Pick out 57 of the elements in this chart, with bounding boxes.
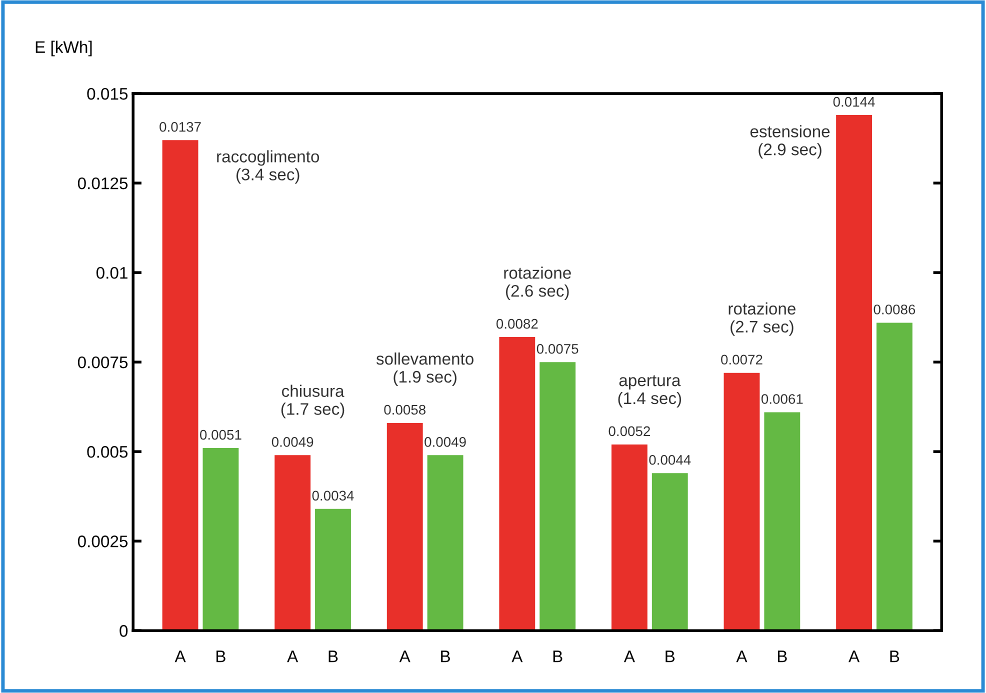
text: A: [287, 650, 298, 662]
annotation: sollevamento (1.9 sec): [376, 352, 474, 386]
data-label: 0.0061: [761, 394, 803, 404]
bar: [427, 455, 464, 631]
data-label: 0.0137: [160, 122, 201, 132]
data-label: 0.0072: [721, 354, 762, 365]
data-label: 0.0051: [200, 430, 242, 440]
bar: [724, 372, 760, 631]
text: B: [553, 650, 562, 662]
y-tick-label: 0.0075: [78, 356, 128, 368]
bar: [162, 140, 198, 631]
text: B: [666, 650, 675, 662]
bar: [540, 362, 576, 631]
bar: [202, 448, 239, 631]
data-label: 0.0058: [384, 404, 426, 415]
text: B: [778, 650, 787, 662]
data-label: 0.0052: [608, 426, 650, 436]
bar: [386, 422, 423, 631]
bar: [315, 508, 351, 631]
annotation: raccoglimento (3.4 sec): [217, 150, 320, 184]
annotation: estensione (2.9 sec): [750, 125, 830, 159]
text: A: [399, 650, 410, 662]
text: A: [848, 650, 860, 662]
y-tick-label: 0.0125: [78, 177, 128, 190]
text: B: [328, 650, 338, 662]
series-label: A: [174, 650, 186, 662]
y-tick-label: 0.0025: [78, 536, 128, 548]
annotation: rotazione (2.7 sec): [728, 302, 796, 336]
text: B: [890, 650, 900, 662]
y-tick-label: 0.01: [96, 266, 128, 279]
y-axis-title: E [kWh]: [36, 40, 92, 56]
y-tick-label: 0: [120, 625, 128, 637]
annotation: rotazione (2.6 sec): [504, 266, 571, 300]
data-label: 0.0044: [649, 454, 691, 465]
bar: [652, 473, 688, 631]
data-label: 0.0034: [312, 490, 354, 501]
bar: [836, 115, 872, 631]
data-label: 0.0049: [272, 437, 314, 447]
text: A: [624, 650, 635, 662]
bar: [611, 444, 648, 631]
data-label: 0.0049: [424, 437, 466, 447]
text: A: [736, 650, 748, 662]
series-label: B: [216, 650, 226, 662]
bar: [499, 337, 536, 631]
annotation: chiusura (1.7 sec): [281, 384, 344, 418]
data-label: 0.0086: [874, 304, 916, 314]
bar: [764, 412, 800, 631]
data-label: 0.0075: [536, 344, 578, 354]
y-tick-label: 0.005: [87, 446, 128, 458]
y-tick-label: 0.015: [87, 88, 128, 100]
data-label: 0.0144: [833, 96, 875, 107]
data-label: 0.0082: [496, 318, 538, 329]
text: A: [512, 650, 523, 662]
bar: [274, 455, 311, 631]
bar: [876, 322, 912, 631]
text: B: [441, 650, 450, 662]
annotation: apertura (1.4 sec): [618, 375, 682, 408]
